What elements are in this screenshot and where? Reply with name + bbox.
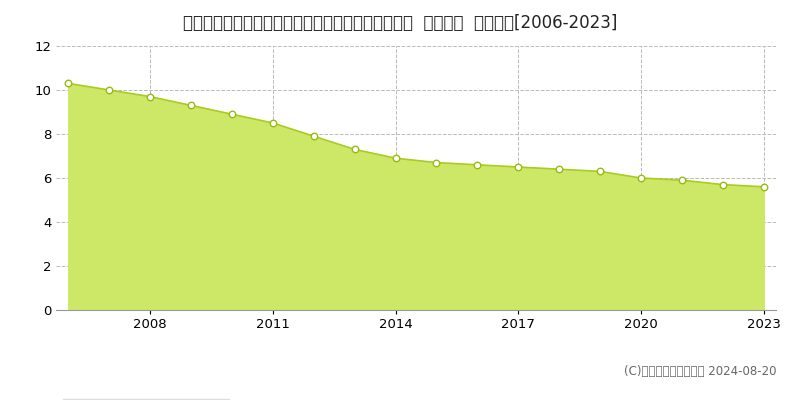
Point [512,164,525,170]
Point [430,160,443,166]
Point [266,120,279,126]
Point [307,133,320,139]
Point [144,94,157,100]
Point [62,80,74,86]
Point [226,111,238,118]
Point [634,175,647,181]
Point [758,184,770,190]
Point [348,146,361,153]
Point [185,102,198,108]
Point [553,166,566,172]
Point [102,87,115,93]
Text: (C)土地価格ドットコム 2024-08-20: (C)土地価格ドットコム 2024-08-20 [623,365,776,378]
Point [471,162,484,168]
Text: 和歌山県日高郡由良町大字衣奈字前田坪７６７番２  基準地価  地価推移[2006-2023]: 和歌山県日高郡由良町大字衣奈字前田坪７６７番２ 基準地価 地価推移[2006-2… [183,14,617,32]
Legend: 基準地価  平均坪単価(万円/坪): 基準地価 平均坪単価(万円/坪) [63,399,230,400]
Point [389,155,402,161]
Point [675,177,688,183]
Point [594,168,606,175]
Point [717,182,730,188]
